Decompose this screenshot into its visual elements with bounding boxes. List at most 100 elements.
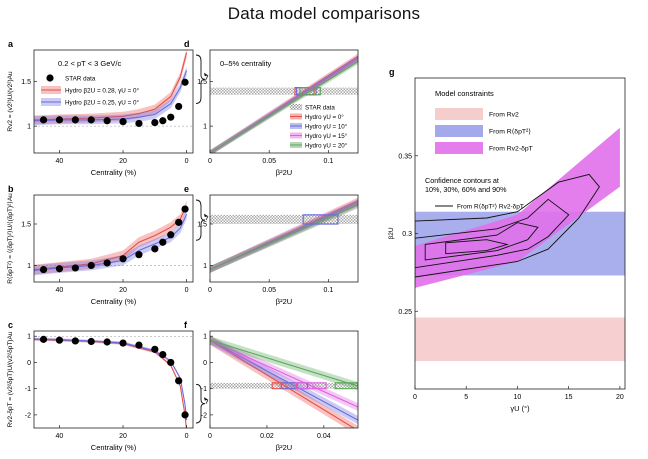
x-axis-label: Centrality (%) <box>91 297 137 306</box>
legend-label: Hydro γU = 10° <box>305 124 348 131</box>
legend-label: STAR data <box>305 105 335 112</box>
panel-label: e <box>184 184 189 194</box>
x-axis-label: β²2U <box>276 168 292 177</box>
x-tick-label: 40 <box>56 433 64 440</box>
x-tick-label: 0 <box>208 287 212 294</box>
x-axis-label: β²2U <box>276 443 292 452</box>
x-tick-label: 0 <box>413 394 417 401</box>
data-point <box>87 337 95 346</box>
panel-label: b <box>8 184 14 194</box>
intersection-marker <box>302 214 339 225</box>
confidence-contour <box>445 239 509 255</box>
x-tick-label: 0 <box>208 158 212 165</box>
data-point <box>119 339 127 347</box>
panel-annotation: 0.2 < pT < 3 GeV/c <box>58 59 121 68</box>
series-band <box>210 59 358 153</box>
data-point <box>87 261 95 270</box>
panel-f-frame <box>209 330 359 429</box>
series-band <box>34 66 187 126</box>
panel-g-plot <box>415 127 625 362</box>
series-band <box>34 200 187 275</box>
series-line <box>210 339 358 421</box>
panel-label: c <box>8 320 13 330</box>
panel-label: f <box>184 320 188 330</box>
panel-label: d <box>184 39 190 49</box>
legend-swatch <box>290 104 302 110</box>
data-point <box>167 231 175 239</box>
panel-g-axes: 0 5 10 15 20 0.25 0.3 0.35 γU (°) β2U g <box>388 67 626 413</box>
x-tick-label: 40 <box>56 287 64 294</box>
star-data-band <box>210 214 358 224</box>
series-line <box>210 204 358 271</box>
data-point <box>181 411 189 419</box>
x-tick-label: 0 <box>185 433 189 440</box>
x-tick-label: 0 <box>185 287 189 294</box>
x-tick-label: 20 <box>119 158 127 165</box>
y-tick-label: 0 <box>27 360 31 367</box>
y-tick-label: -1 <box>201 386 207 393</box>
x-tick-label: 20 <box>119 433 127 440</box>
confidence-contour <box>415 198 570 269</box>
confidence-contour <box>415 173 600 278</box>
panel-a-legend: STAR data Hydro β2U = 0.28, γU = 0° Hydro … <box>41 74 140 107</box>
series-band <box>210 55 358 153</box>
data-point <box>55 265 64 273</box>
data-point <box>39 335 48 343</box>
series-line <box>210 339 358 408</box>
series-line <box>210 339 355 428</box>
legend-marker <box>46 74 54 82</box>
legend-label: Hydro β2U = 0.25, γU = 0° <box>65 99 140 107</box>
y-axis-label: Rv2-δpT = (v2²δpT)U/(v2²δpT)Au <box>7 331 14 427</box>
intersection-marker <box>299 87 321 96</box>
x-tick-label: 20 <box>119 287 127 294</box>
series-line <box>34 338 188 421</box>
y-axis-label: β2U <box>388 227 395 239</box>
panel-a-axes: 40 20 0 1 1.5 Centrality (%) Rv2 = (v2²)U/(v2²… <box>7 39 194 177</box>
x-axis-label: Centrality (%) <box>91 443 137 452</box>
x-axis-label: Centrality (%) <box>91 168 137 177</box>
arrow-line <box>205 215 209 221</box>
arrow-head <box>204 213 208 218</box>
panel-b-frame <box>33 194 194 283</box>
data-point <box>159 238 167 246</box>
confidence-contour <box>424 222 539 261</box>
x-tick-label: 5 <box>464 394 468 401</box>
panel-e-frame <box>209 194 359 283</box>
y-tick-label: 0.25 <box>398 309 412 316</box>
contour-legend-label: From R⟨δpT²⟩ Rv2-δpT <box>457 204 524 211</box>
panel-annotation: 0–5% centrality <box>220 59 272 68</box>
legend-label: Hydro β2U = 0.28, γU = 0° <box>65 87 140 95</box>
y-tick-label: 1.5 <box>21 79 31 86</box>
panel-label: a <box>8 39 14 49</box>
data-point <box>119 255 127 263</box>
panel-d-axes: 0 0.05 0.1 1 1.5 β²2U d <box>184 39 359 177</box>
panel-c-frame <box>33 330 194 429</box>
data-point <box>135 251 143 259</box>
intersection-marker <box>334 382 358 390</box>
data-point <box>135 341 143 349</box>
y-tick-label: 1 <box>203 334 207 341</box>
page-title: Data model comparisons <box>227 4 421 23</box>
contour-caption: 10%, 30%, 60% and 90% <box>425 185 507 194</box>
data-point <box>87 116 95 124</box>
x-axis-label: γU (°) <box>510 404 530 413</box>
series-line <box>210 61 358 153</box>
x-tick-label: 0.04 <box>317 433 331 440</box>
legend-label: From R⟨δpT²⟩ <box>489 128 531 136</box>
panel-e-plot <box>210 197 358 273</box>
legend-label: Hydro γU = 15° <box>305 133 348 140</box>
y-tick-label: -2 <box>25 412 31 419</box>
panel-a-plot <box>34 50 193 128</box>
arrow-line <box>205 75 209 80</box>
data-point <box>159 350 167 359</box>
panel-d-legend: STAR data Hydro γU = 0° Hydro γU = 10° Hydr… <box>290 104 348 150</box>
contour-caption: Confidence contours at <box>425 176 499 185</box>
panel-a-frame <box>33 49 194 154</box>
series-line <box>34 213 188 271</box>
y-tick-label: 1 <box>203 263 207 270</box>
data-point <box>135 119 143 128</box>
data-point <box>103 338 111 346</box>
x-tick-label: 0.1 <box>324 158 334 165</box>
data-point <box>71 337 79 345</box>
